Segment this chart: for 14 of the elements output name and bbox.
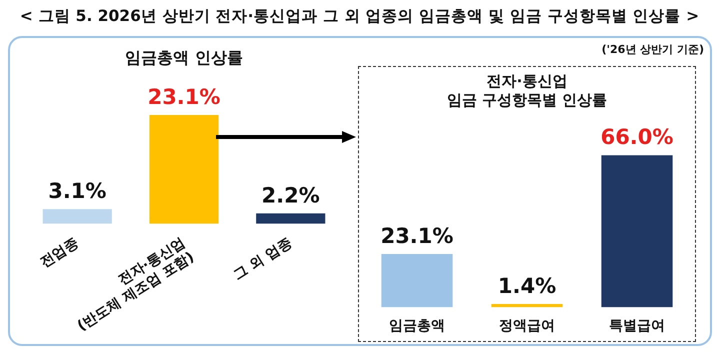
- data-label: 2.2%: [262, 183, 320, 208]
- chart-title: 전자·통신업 임금 구성항목별 인상률: [446, 72, 608, 110]
- x-tick-label: 특별급여: [609, 318, 665, 334]
- chart-subtitle: 임금총액 인상률: [124, 48, 244, 69]
- data-label: 23.1%: [380, 224, 454, 248]
- x-tick-label: 정액급여: [499, 318, 555, 334]
- data-label: 1.4%: [498, 274, 556, 298]
- x-tick-label: 그 외 업종: [230, 234, 295, 284]
- chart-title: < 그림 5. 2026년 상반기 전자·통신업과 그 외 업종의 임금총액 및 임금 구성항목별 인상률 >: [18, 6, 700, 27]
- data-label: 66.0%: [600, 125, 674, 150]
- text: ('26년 상반기 기준): [602, 42, 704, 57]
- data-label: 23.1%: [148, 84, 220, 109]
- data-label: 3.1%: [48, 179, 106, 204]
- x-tick-label: 임금총액: [389, 318, 445, 334]
